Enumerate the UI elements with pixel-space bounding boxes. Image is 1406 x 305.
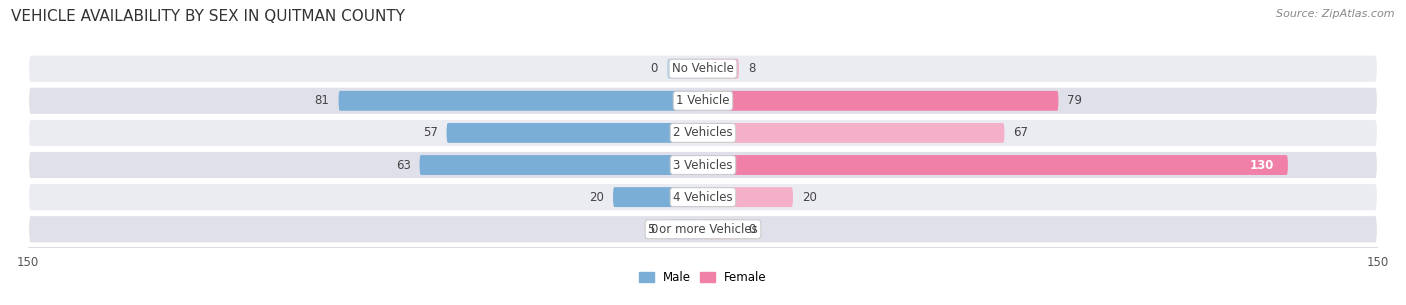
Text: 0: 0: [651, 223, 658, 236]
Text: 1 Vehicle: 1 Vehicle: [676, 94, 730, 107]
FancyBboxPatch shape: [28, 151, 1378, 179]
FancyBboxPatch shape: [28, 55, 1378, 83]
Text: 79: 79: [1067, 94, 1083, 107]
Text: 63: 63: [395, 159, 411, 171]
Text: 67: 67: [1014, 126, 1028, 139]
FancyBboxPatch shape: [703, 155, 1288, 175]
FancyBboxPatch shape: [28, 183, 1378, 211]
Text: 5 or more Vehicles: 5 or more Vehicles: [648, 223, 758, 236]
FancyBboxPatch shape: [666, 59, 703, 79]
Text: 20: 20: [801, 191, 817, 204]
FancyBboxPatch shape: [419, 155, 703, 175]
Text: 2 Vehicles: 2 Vehicles: [673, 126, 733, 139]
FancyBboxPatch shape: [447, 123, 703, 143]
Text: 0: 0: [651, 62, 658, 75]
Text: No Vehicle: No Vehicle: [672, 62, 734, 75]
Text: 57: 57: [423, 126, 437, 139]
FancyBboxPatch shape: [613, 187, 703, 207]
FancyBboxPatch shape: [28, 215, 1378, 243]
Text: 20: 20: [589, 191, 605, 204]
Text: 81: 81: [315, 94, 329, 107]
FancyBboxPatch shape: [703, 187, 793, 207]
Text: VEHICLE AVAILABILITY BY SEX IN QUITMAN COUNTY: VEHICLE AVAILABILITY BY SEX IN QUITMAN C…: [11, 9, 405, 24]
FancyBboxPatch shape: [339, 91, 703, 111]
FancyBboxPatch shape: [666, 219, 703, 239]
FancyBboxPatch shape: [703, 219, 740, 239]
Text: 8: 8: [748, 62, 755, 75]
Text: 4 Vehicles: 4 Vehicles: [673, 191, 733, 204]
FancyBboxPatch shape: [703, 59, 740, 79]
FancyBboxPatch shape: [28, 87, 1378, 115]
FancyBboxPatch shape: [703, 91, 1059, 111]
Text: 3 Vehicles: 3 Vehicles: [673, 159, 733, 171]
Text: 0: 0: [748, 223, 755, 236]
Text: 130: 130: [1250, 159, 1274, 171]
FancyBboxPatch shape: [28, 119, 1378, 147]
Text: Source: ZipAtlas.com: Source: ZipAtlas.com: [1277, 9, 1395, 19]
Legend: Male, Female: Male, Female: [634, 266, 772, 289]
FancyBboxPatch shape: [703, 123, 1004, 143]
